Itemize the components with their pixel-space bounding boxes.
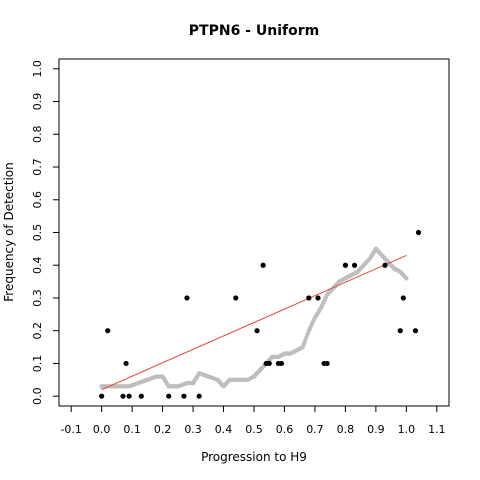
- x-tick-label: 0.3: [184, 423, 202, 436]
- y-tick-label: 0.8: [31, 126, 44, 144]
- data-point: [382, 262, 388, 268]
- y-tick-label: 0.3: [31, 289, 44, 307]
- plot-frame: [58, 58, 450, 407]
- data-point: [400, 295, 406, 301]
- observed-points-series: [99, 229, 422, 399]
- data-point: [123, 360, 129, 367]
- x-tick-label: -0.1: [60, 423, 81, 436]
- data-point: [138, 393, 144, 399]
- data-point: [351, 262, 358, 268]
- data-point: [126, 393, 132, 399]
- data-point: [397, 328, 403, 334]
- data-point: [266, 360, 272, 367]
- x-axis-label: Progression to H9: [201, 450, 307, 464]
- y-tick-label: 0.5: [31, 224, 44, 242]
- data-point: [196, 393, 202, 399]
- data-point: [306, 295, 312, 301]
- y-tick-label: 0.9: [31, 93, 44, 111]
- data-point: [233, 295, 239, 301]
- y-tick-label: 0.0: [31, 387, 44, 405]
- chart-title: PTPN6 - Uniform: [189, 23, 319, 39]
- x-tick-label: 0.9: [367, 423, 385, 436]
- fit-line: [101, 254, 407, 391]
- smoothed-point: [404, 276, 409, 281]
- data-point: [184, 295, 190, 301]
- x-tick-label: 0.1: [123, 423, 141, 436]
- y-tick-label: 1.0: [31, 60, 44, 78]
- x-tick-label: 1.1: [428, 423, 446, 436]
- x-tick-label: 0.7: [306, 423, 324, 436]
- fit-line-series: [101, 254, 407, 391]
- data-point: [181, 393, 187, 399]
- x-tick-label: 1.0: [398, 423, 416, 436]
- x-tick-label: 0.6: [276, 423, 294, 436]
- data-point: [105, 328, 111, 334]
- x-axis: -0.1 0.0 0.1 0.2 0.3 0.4 0.5 0.6 0.7 0.8 0.9 1.0 1.1: [60, 406, 446, 436]
- data-point: [166, 393, 172, 399]
- x-tick-label: 0.4: [215, 423, 233, 436]
- x-tick-label: 0.5: [245, 423, 263, 436]
- x-tick-label: 0.8: [337, 423, 355, 436]
- data-point: [342, 262, 349, 268]
- y-tick-label: 0.7: [31, 158, 44, 176]
- data-point: [324, 360, 330, 367]
- x-tick-label: 0.0: [93, 423, 111, 436]
- data-point: [415, 229, 422, 236]
- data-point: [260, 262, 266, 268]
- x-tick-label: 0.2: [154, 423, 172, 436]
- data-point: [120, 393, 126, 399]
- y-axis-label: Frequency of Detection: [2, 162, 16, 301]
- data-point: [278, 360, 285, 367]
- data-point: [315, 295, 321, 301]
- y-tick-label: 0.4: [31, 256, 44, 274]
- y-tick-label: 0.2: [31, 322, 44, 340]
- data-point: [412, 328, 419, 334]
- y-tick-label: 0.6: [31, 191, 44, 209]
- y-tick-label: 0.1: [31, 355, 44, 373]
- y-axis: 0.0 0.1 0.2 0.3 0.4 0.5 0.6 0.7 0.8 0.9 1.0: [31, 60, 59, 405]
- data-point: [254, 328, 260, 334]
- data-point: [99, 393, 105, 399]
- smoothed-series: [99, 246, 409, 389]
